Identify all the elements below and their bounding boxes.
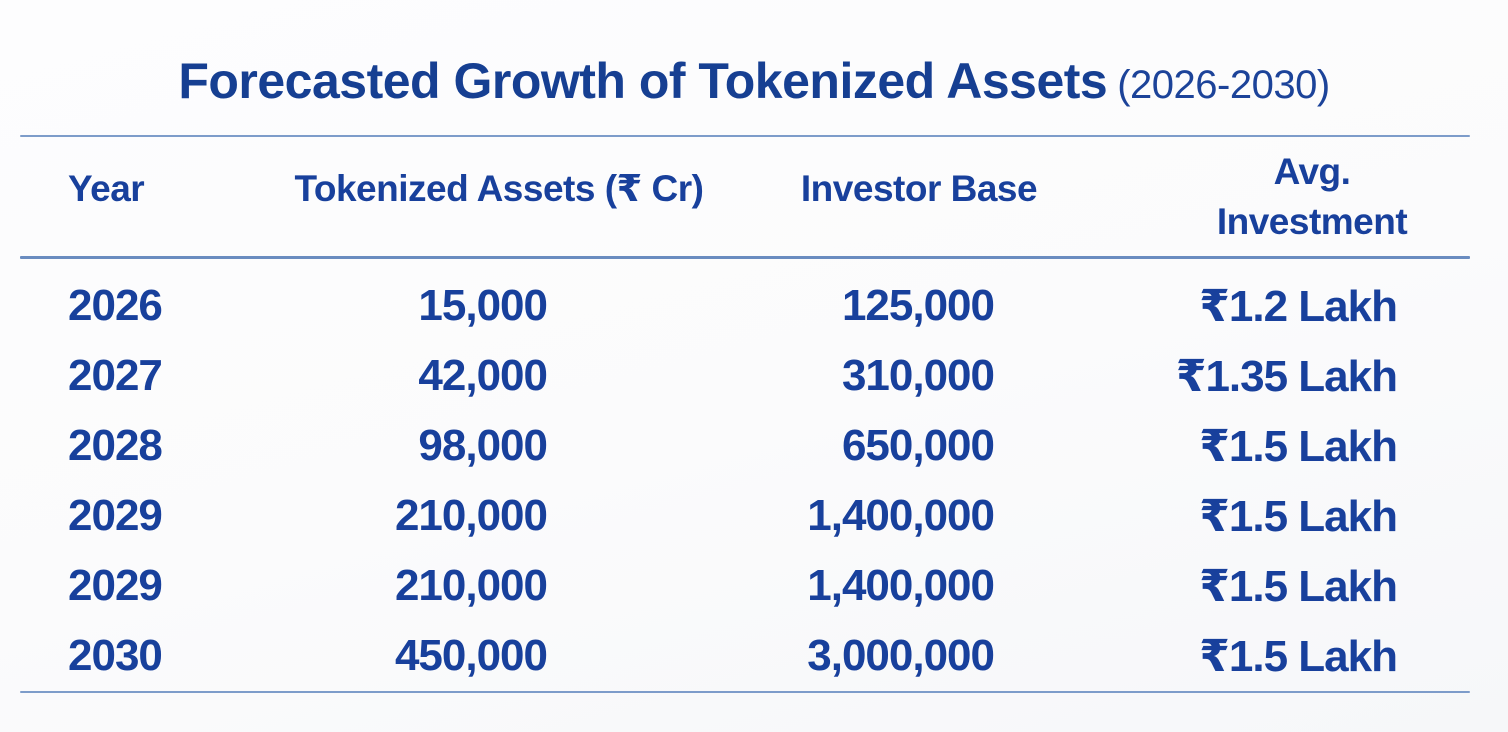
cell-avg-investment: ₹1.5 Lakh	[1199, 491, 1398, 541]
column-header-investor-base: Investor Base	[800, 167, 1038, 209]
cell-investor-base: 125,000	[841, 281, 995, 330]
cell-year: 2027	[68, 351, 163, 400]
page-title: Forecasted Growth of Tokenized Assets (20…	[178, 52, 1330, 110]
table-row: 2028 98,000 650,000 ₹1.5 Lakh	[20, 411, 1508, 481]
cell-year: 2026	[68, 281, 163, 330]
cell-investor-base: 650,000	[841, 421, 995, 470]
title-band: Forecasted Growth of Tokenized Assets (20…	[0, 0, 1508, 135]
cell-year: 2029	[68, 561, 163, 610]
table-row: 2030 450,000 3,000,000 ₹1.5 Lakh	[20, 621, 1508, 691]
column-header-year: Year	[68, 167, 145, 209]
cell-avg-investment: ₹1.5 Lakh	[1199, 631, 1398, 681]
page-title-range: (2026-2030)	[1117, 62, 1330, 107]
table-body: 2026 15,000 125,000 ₹1.2 Lakh 2027 42,000 310,…	[0, 259, 1508, 691]
cell-year: 2029	[68, 491, 163, 540]
divider-header	[20, 256, 1470, 259]
cell-tokenized-assets: 210,000	[394, 491, 548, 540]
cell-tokenized-assets: 450,000	[394, 631, 548, 680]
cell-investor-base: 310,000	[841, 351, 995, 400]
table-row: 2029 210,000 1,400,000 ₹1.5 Lakh	[20, 551, 1508, 621]
cell-investor-base: 1,400,000	[807, 491, 995, 540]
cell-tokenized-assets: 210,000	[394, 561, 548, 610]
table-row: 2026 15,000 125,000 ₹1.2 Lakh	[20, 271, 1508, 341]
page-title-main: Forecasted Growth of Tokenized Assets	[178, 52, 1108, 109]
cell-investor-base: 3,000,000	[807, 631, 995, 680]
divider-top	[20, 135, 1470, 137]
divider-bottom	[20, 691, 1470, 693]
column-header-avg-investment-label: Avg. Investment	[1216, 150, 1408, 242]
cell-tokenized-assets: 15,000	[418, 281, 548, 330]
table-row: 2029 210,000 1,400,000 ₹1.5 Lakh	[20, 481, 1508, 551]
table-row: 2027 42,000 310,000 ₹1.35 Lakh	[20, 341, 1508, 411]
cell-avg-investment: ₹1.35 Lakh	[1175, 351, 1398, 401]
cell-avg-investment: ₹1.2 Lakh	[1199, 281, 1398, 331]
cell-tokenized-assets: 42,000	[418, 351, 548, 400]
cell-avg-investment: ₹1.5 Lakh	[1199, 421, 1398, 471]
cell-year: 2030	[68, 631, 163, 680]
table-header-row: Year Tokenized Assets (₹ Cr) Investor Ba…	[20, 137, 1508, 256]
cell-year: 2028	[68, 421, 163, 470]
cell-investor-base: 1,400,000	[807, 561, 995, 610]
cell-tokenized-assets: 98,000	[418, 421, 548, 470]
column-header-tokenized-assets: Tokenized Assets (₹ Cr)	[294, 168, 705, 209]
column-header-avg-investment: Avg. Investment	[1120, 147, 1470, 247]
cell-avg-investment: ₹1.5 Lakh	[1199, 561, 1398, 611]
